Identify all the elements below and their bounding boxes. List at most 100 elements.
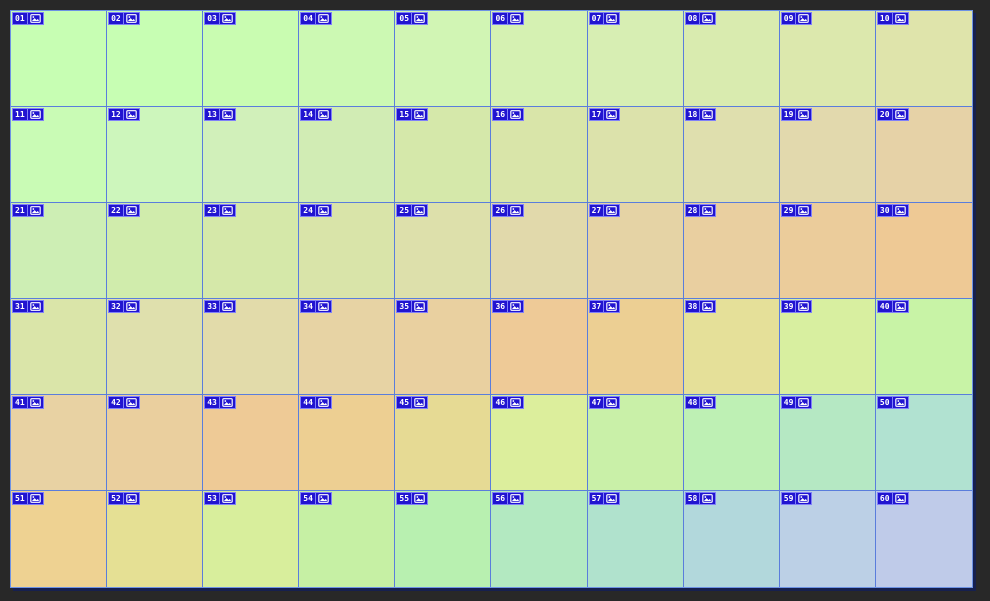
color-swatch-cell[interactable]: 43 bbox=[203, 395, 300, 491]
image-icon bbox=[314, 205, 331, 216]
color-swatch-cell[interactable]: 17 bbox=[587, 107, 684, 203]
image-icon bbox=[26, 397, 43, 408]
color-swatch-cell[interactable]: 30 bbox=[875, 203, 972, 299]
color-swatch-cell[interactable]: 55 bbox=[395, 491, 492, 587]
color-swatch-cell[interactable]: 05 bbox=[395, 11, 492, 107]
som-label-badge: 59 bbox=[780, 492, 813, 505]
color-swatch-cell[interactable]: 15 bbox=[395, 107, 492, 203]
color-swatch-cell[interactable]: 56 bbox=[491, 491, 588, 587]
color-swatch-cell[interactable]: 49 bbox=[779, 395, 876, 491]
som-label-badge: 23 bbox=[204, 204, 236, 217]
som-label-number: 58 bbox=[687, 494, 698, 503]
color-swatch-cell[interactable]: 41 bbox=[11, 395, 108, 491]
color-swatch-cell[interactable]: 03 bbox=[203, 11, 300, 107]
som-label-badge: 15 bbox=[396, 108, 429, 121]
image-icon bbox=[891, 493, 908, 504]
color-swatch-cell[interactable]: 20 bbox=[875, 107, 972, 203]
image-icon bbox=[603, 109, 619, 120]
color-swatch-cell[interactable]: 47 bbox=[587, 395, 684, 491]
color-swatch-cell[interactable]: 11 bbox=[11, 107, 108, 203]
color-swatch-cell[interactable]: 10 bbox=[875, 11, 972, 107]
color-swatch-cell[interactable]: 59 bbox=[779, 491, 876, 587]
som-label-number: 46 bbox=[495, 398, 506, 407]
color-swatch-cell[interactable]: 29 bbox=[779, 203, 876, 299]
image-icon bbox=[122, 205, 139, 216]
image-icon bbox=[795, 109, 811, 120]
image-icon bbox=[314, 301, 331, 312]
image-icon bbox=[603, 397, 619, 408]
som-label-badge: 40 bbox=[876, 300, 909, 313]
color-swatch-cell[interactable]: 60 bbox=[875, 491, 972, 587]
color-swatch-cell[interactable]: 21 bbox=[11, 203, 108, 299]
som-label-number: 23 bbox=[207, 206, 217, 215]
image-icon bbox=[122, 397, 139, 408]
color-swatch-cell[interactable]: 33 bbox=[203, 299, 300, 395]
color-swatch-cell[interactable]: 38 bbox=[683, 299, 780, 395]
som-label-badge: 58 bbox=[684, 492, 717, 505]
color-swatch-cell[interactable]: 31 bbox=[11, 299, 108, 395]
color-swatch-cell[interactable]: 35 bbox=[395, 299, 492, 395]
color-swatch-cell[interactable]: 40 bbox=[875, 299, 972, 395]
color-swatch-cell[interactable]: 32 bbox=[107, 299, 204, 395]
color-swatch-cell[interactable]: 25 bbox=[395, 203, 492, 299]
som-label-badge: 39 bbox=[780, 300, 813, 313]
color-swatch-cell[interactable]: 23 bbox=[203, 203, 300, 299]
color-swatch-cell[interactable]: 24 bbox=[299, 203, 396, 299]
color-swatch-cell[interactable]: 48 bbox=[683, 395, 780, 491]
color-swatch-cell[interactable]: 19 bbox=[779, 107, 876, 203]
color-swatch-cell[interactable]: 12 bbox=[107, 107, 204, 203]
som-label-badge: 10 bbox=[876, 12, 909, 25]
color-swatch-cell[interactable]: 34 bbox=[299, 299, 396, 395]
color-swatch-cell[interactable]: 42 bbox=[107, 395, 204, 491]
som-label-number: 56 bbox=[495, 494, 506, 503]
color-swatch-cell[interactable]: 04 bbox=[299, 11, 396, 107]
som-label-number: 06 bbox=[495, 14, 506, 23]
som-label-number: 08 bbox=[687, 14, 698, 23]
color-swatch-cell[interactable]: 02 bbox=[107, 11, 204, 107]
som-label-number: 11 bbox=[15, 110, 25, 119]
som-label-badge: 28 bbox=[684, 204, 717, 217]
som-label-number: 49 bbox=[783, 398, 794, 407]
color-swatch-cell[interactable]: 14 bbox=[299, 107, 396, 203]
image-icon bbox=[26, 205, 43, 216]
color-swatch-cell[interactable]: 37 bbox=[587, 299, 684, 395]
color-swatch-cell[interactable]: 53 bbox=[203, 491, 300, 587]
image-icon bbox=[314, 13, 331, 24]
color-swatch-cell[interactable]: 28 bbox=[683, 203, 780, 299]
som-label-number: 47 bbox=[591, 398, 602, 407]
image-icon bbox=[218, 109, 235, 120]
color-swatch-cell[interactable]: 22 bbox=[107, 203, 204, 299]
som-label-badge: 35 bbox=[396, 300, 429, 313]
color-swatch-cell[interactable]: 07 bbox=[587, 11, 684, 107]
color-swatch-cell[interactable]: 44 bbox=[299, 395, 396, 491]
color-swatch-cell[interactable]: 09 bbox=[779, 11, 876, 107]
som-label-number: 60 bbox=[879, 494, 890, 503]
image-icon bbox=[795, 301, 811, 312]
som-label-badge: 18 bbox=[684, 108, 717, 121]
color-swatch-cell[interactable]: 51 bbox=[11, 491, 108, 587]
color-swatch-cell[interactable]: 54 bbox=[299, 491, 396, 587]
som-label-badge: 03 bbox=[204, 12, 236, 25]
color-swatch-cell[interactable]: 52 bbox=[107, 491, 204, 587]
color-swatch-cell[interactable]: 50 bbox=[875, 395, 972, 491]
color-swatch-cell[interactable]: 27 bbox=[587, 203, 684, 299]
color-swatch-cell[interactable]: 18 bbox=[683, 107, 780, 203]
som-label-badge: 32 bbox=[108, 300, 140, 313]
color-swatch-cell[interactable]: 57 bbox=[587, 491, 684, 587]
som-label-badge: 09 bbox=[780, 12, 813, 25]
color-swatch-cell[interactable]: 08 bbox=[683, 11, 780, 107]
color-swatch-cell[interactable]: 46 bbox=[491, 395, 588, 491]
color-swatch-cell[interactable]: 13 bbox=[203, 107, 300, 203]
image-icon bbox=[411, 13, 427, 24]
color-swatch-cell[interactable]: 58 bbox=[683, 491, 780, 587]
som-label-number: 54 bbox=[303, 494, 313, 503]
color-swatch-cell[interactable]: 36 bbox=[491, 299, 588, 395]
color-swatch-cell[interactable]: 45 bbox=[395, 395, 492, 491]
color-swatch-cell[interactable]: 01 bbox=[11, 11, 108, 107]
som-label-number: 35 bbox=[399, 302, 410, 311]
color-swatch-cell[interactable]: 16 bbox=[491, 107, 588, 203]
color-swatch-cell[interactable]: 26 bbox=[491, 203, 588, 299]
color-swatch-cell[interactable]: 39 bbox=[779, 299, 876, 395]
color-swatch-cell[interactable]: 06 bbox=[491, 11, 588, 107]
som-label-badge: 31 bbox=[12, 300, 44, 313]
